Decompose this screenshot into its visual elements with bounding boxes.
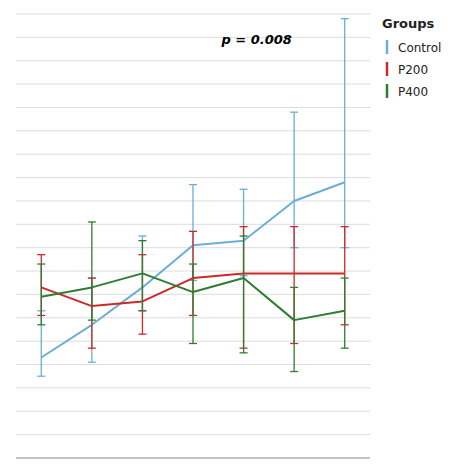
legend-label: P400 bbox=[398, 85, 428, 99]
legend-swatch bbox=[386, 84, 389, 98]
error-cap bbox=[290, 226, 298, 227]
grid-line bbox=[16, 130, 370, 131]
error-stem bbox=[243, 236, 244, 353]
grid-line bbox=[16, 177, 370, 178]
error-stem bbox=[142, 236, 143, 311]
plot-area bbox=[37, 19, 348, 377]
error-cap bbox=[189, 184, 197, 185]
annotation: p = 0.008 bbox=[221, 32, 292, 47]
series bbox=[37, 227, 348, 349]
grid-line bbox=[16, 60, 370, 61]
error-cap bbox=[341, 226, 349, 227]
error-cap bbox=[138, 310, 146, 311]
error-cap bbox=[138, 235, 146, 236]
error-cap bbox=[240, 226, 248, 227]
grid-line bbox=[16, 364, 370, 365]
series bbox=[37, 19, 348, 377]
error-cap bbox=[138, 310, 146, 311]
error-cap bbox=[290, 111, 298, 112]
error-cap bbox=[189, 343, 197, 344]
error-cap bbox=[88, 362, 96, 363]
error-cap bbox=[88, 348, 96, 349]
error-cap bbox=[88, 221, 96, 222]
legend: Groups Control P200 P400 bbox=[382, 16, 441, 99]
error-cap bbox=[240, 352, 248, 353]
grid-line bbox=[16, 154, 370, 155]
error-stem bbox=[293, 287, 294, 371]
error-cap bbox=[138, 240, 146, 241]
error-cap bbox=[240, 189, 248, 190]
grid-line bbox=[16, 107, 370, 108]
error-stem bbox=[142, 241, 143, 311]
error-cap bbox=[138, 333, 146, 334]
error-stem bbox=[192, 264, 193, 343]
error-bar bbox=[138, 241, 146, 311]
error-cap bbox=[37, 376, 45, 377]
grid-line bbox=[16, 411, 370, 412]
error-stem bbox=[344, 19, 345, 248]
error-cap bbox=[37, 254, 45, 255]
error-bar bbox=[88, 222, 96, 320]
series bbox=[37, 222, 348, 372]
grid-line bbox=[16, 37, 370, 38]
grid-line bbox=[16, 84, 370, 85]
error-bar bbox=[341, 19, 349, 248]
error-stem bbox=[91, 222, 92, 320]
legend-title: Groups bbox=[382, 16, 435, 31]
error-cap bbox=[341, 348, 349, 349]
grid bbox=[16, 14, 370, 458]
error-stem bbox=[41, 264, 42, 325]
legend-swatch bbox=[386, 40, 389, 54]
error-bar bbox=[341, 278, 349, 348]
legend-swatch bbox=[386, 62, 389, 76]
series-line bbox=[41, 182, 344, 357]
error-cap bbox=[341, 18, 349, 19]
chart: p = 0.008 Groups Control P200 P400 bbox=[0, 0, 474, 474]
error-cap bbox=[240, 235, 248, 236]
error-cap bbox=[88, 319, 96, 320]
grid-line bbox=[16, 434, 370, 435]
error-bar bbox=[240, 236, 248, 353]
grid-line bbox=[16, 14, 370, 15]
grid-line bbox=[16, 387, 370, 388]
error-cap bbox=[189, 263, 197, 264]
legend-label: Control bbox=[398, 41, 441, 55]
error-cap bbox=[341, 277, 349, 278]
legend-label: P200 bbox=[398, 63, 428, 77]
error-bar bbox=[290, 287, 298, 371]
error-bar bbox=[189, 264, 197, 343]
x-axis-line bbox=[16, 458, 370, 459]
error-stem bbox=[344, 278, 345, 348]
error-cap bbox=[189, 231, 197, 232]
error-cap bbox=[37, 263, 45, 264]
error-cap bbox=[290, 287, 298, 288]
error-bar bbox=[37, 264, 45, 325]
error-cap bbox=[290, 371, 298, 372]
error-cap bbox=[37, 324, 45, 325]
grid-line bbox=[16, 458, 370, 459]
